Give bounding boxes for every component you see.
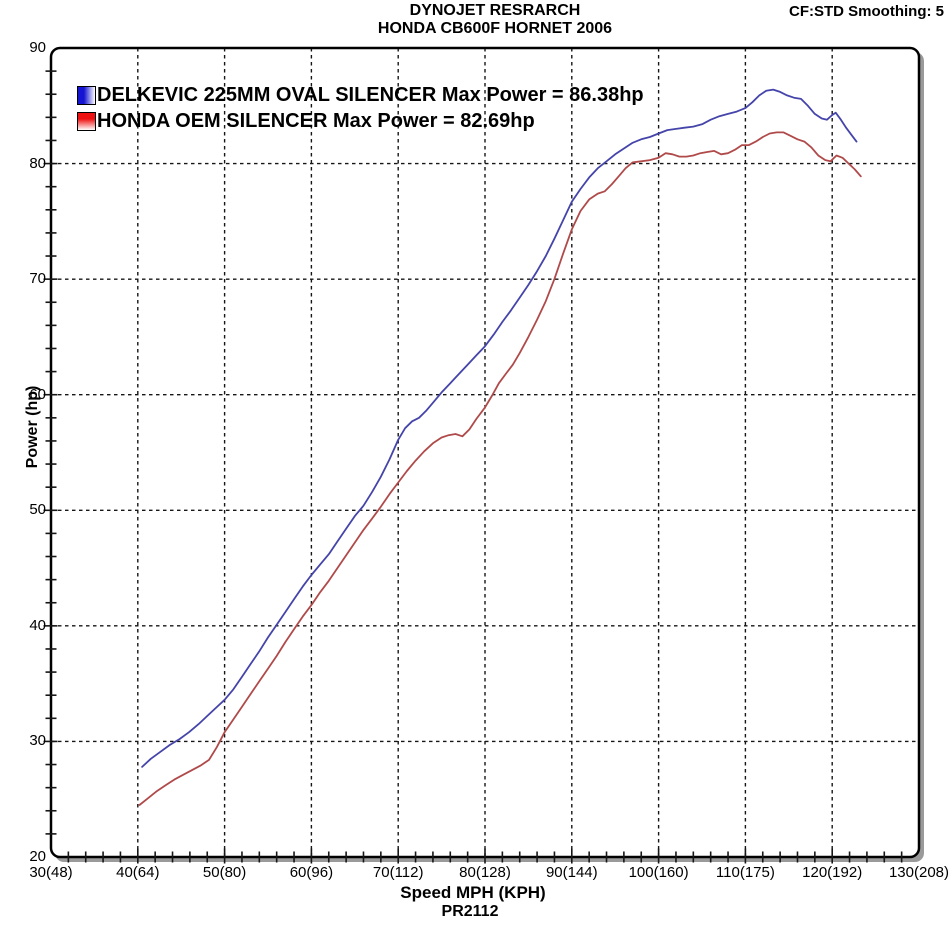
x-tick-label: 60(96) — [289, 864, 334, 881]
legend: DELKEVIC 225MM OVAL SILENCER Max Power =… — [77, 82, 644, 134]
gridlines — [52, 49, 918, 856]
x-tick-label: 120(192) — [802, 864, 863, 881]
red-series-label: HONDA OEM SILENCER Max Power = 82.69hp — [97, 109, 535, 132]
y-tick-label: 90 — [29, 39, 46, 56]
red-series-swatch — [77, 111, 96, 131]
x-tick-label: 50(80) — [202, 864, 247, 881]
run-id: PR2112 — [441, 903, 499, 920]
smoothing-info: CF:STD Smoothing: 5 — [789, 3, 944, 20]
title-line2: HONDA CB600F HORNET 2006 — [377, 20, 613, 37]
blue-series-swatch — [77, 85, 96, 105]
y-tick-label: 70 — [29, 270, 46, 288]
x-tick-label: 110(175) — [715, 864, 775, 881]
chart-title-block: DYNOJET RESRARCH HONDA CB600F HORNET 200… — [378, 2, 612, 38]
y-tick-label: 40 — [29, 616, 46, 634]
y-tick-label: 80 — [29, 154, 46, 172]
x-tick-label: 70(112) — [372, 864, 424, 881]
oem-power-curve — [138, 131, 862, 806]
x-tick-label: 40(64) — [116, 864, 160, 881]
y-tick-label: 50 — [29, 501, 46, 519]
y-tick-label: 30 — [29, 732, 46, 750]
x-tick-label: 30(48) — [29, 864, 73, 881]
title-line1: DYNOJET RESRARCH — [409, 2, 581, 19]
y-tick-label: 60 — [29, 385, 46, 403]
x-tick-label: 80(128) — [459, 864, 511, 881]
delkevic-power-curve — [141, 88, 858, 768]
x-axis-title: Speed MPH (KPH) — [400, 883, 546, 902]
y-tick-label: 20 — [29, 848, 46, 865]
blue-series-label: DELKEVIC 225MM OVAL SILENCER Max Power =… — [97, 83, 644, 106]
legend-item-oem: HONDA OEM SILENCER Max Power = 82.69hp — [77, 108, 644, 134]
axis-ticks — [43, 70, 903, 864]
legend-item-delkevic: DELKEVIC 225MM OVAL SILENCER Max Power =… — [77, 82, 644, 108]
x-tick-label: 130(208) — [888, 864, 950, 881]
x-tick-label: 100(160) — [628, 864, 689, 881]
x-tick-label: 90(144) — [545, 864, 598, 881]
